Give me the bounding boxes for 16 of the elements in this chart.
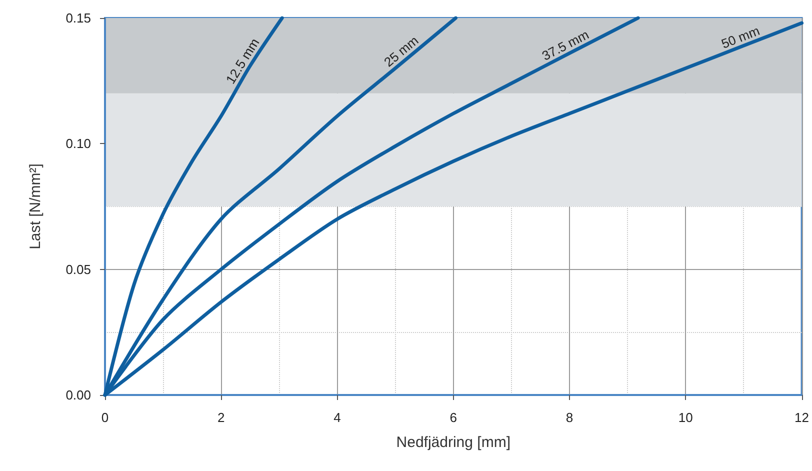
x-tick-label: 4: [334, 410, 341, 425]
x-tick-label: 0: [101, 410, 109, 425]
y-tick-label: 0.05: [66, 262, 91, 277]
x-tick-label: 6: [450, 410, 457, 425]
y-tick-label: 0.10: [66, 136, 91, 152]
x-tick-label: 2: [218, 410, 225, 425]
annotation: 25 mm: [381, 32, 422, 70]
x-tick-label: 12: [794, 410, 810, 425]
y-axis-title: Last [N/mm²]: [27, 164, 44, 250]
x-axis-title: Nedfjädring [mm]: [396, 434, 510, 451]
annotation: 37.5 mm: [540, 26, 592, 64]
annotation: 50 mm: [719, 23, 762, 52]
y-tick-label: 0.00: [66, 388, 91, 402]
y-tick-label: 0.15: [66, 10, 91, 26]
x-tick-label: 8: [566, 410, 574, 425]
x-tick-label: 10: [678, 410, 693, 425]
